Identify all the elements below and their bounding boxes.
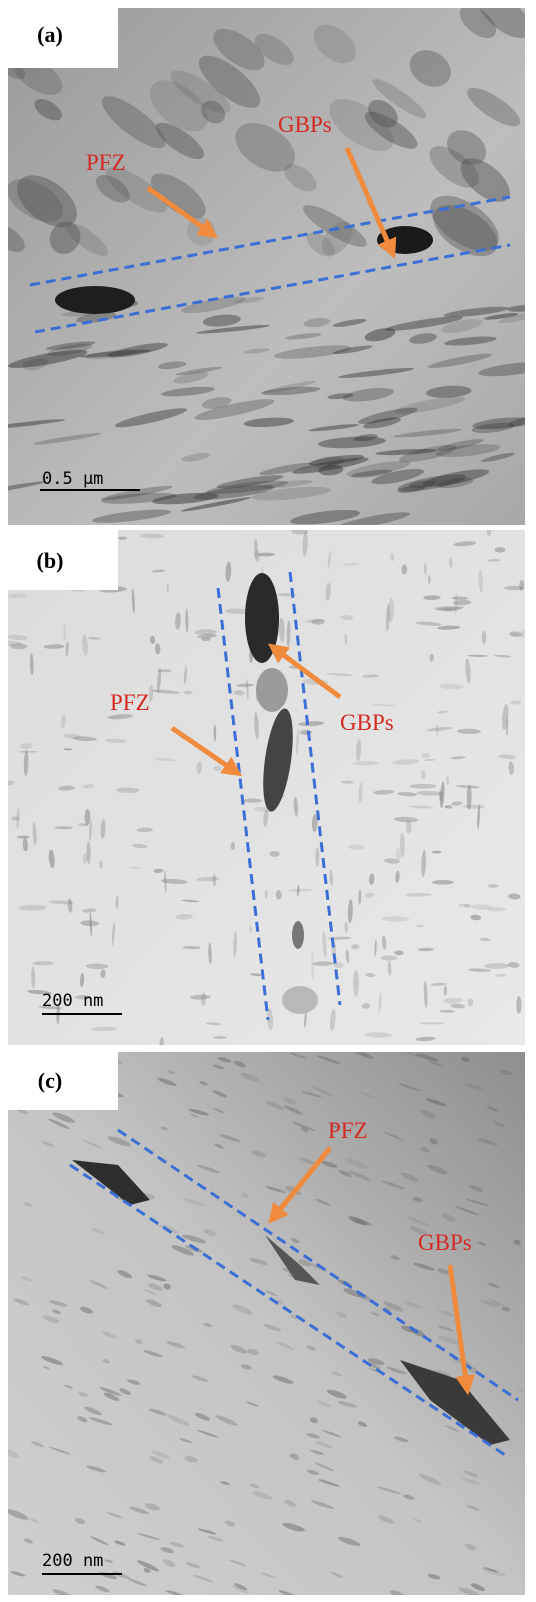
texture-spot (244, 798, 262, 802)
texture-spot (167, 583, 169, 593)
annotation: GBPs (340, 710, 394, 735)
label-box (8, 1052, 118, 1110)
particle (292, 921, 304, 949)
label-box (8, 8, 118, 68)
annotation: GBPs (418, 1230, 472, 1255)
annotation: PFZ (328, 1118, 368, 1143)
scale-label: 200 nm (42, 1551, 103, 1571)
annotation: PFZ (110, 690, 150, 715)
scale-label: 200 nm (42, 991, 103, 1011)
particle (282, 986, 318, 1014)
figure: (a) PFZ GBPs 0.5 μm (b) PFZ GBPs 200 nm … (0, 0, 536, 1602)
scale-label: 0.5 μm (42, 469, 103, 489)
annotation: PFZ (86, 150, 126, 175)
panel-a: (a) PFZ GBPs 0.5 μm (0, 0, 536, 532)
texture-spot (265, 890, 268, 898)
annotation: GBPs (278, 112, 332, 137)
panel-label: (b) (37, 548, 64, 573)
panel-label: (a) (37, 22, 63, 47)
texture-spot (315, 848, 319, 867)
panel-label: (c) (38, 1068, 62, 1093)
panel-c: (c) PFZ GBPs 200 nm (0, 1048, 531, 1601)
micrograph (8, 1052, 525, 1595)
particle (256, 668, 288, 712)
particle (55, 286, 135, 314)
texture-spot (353, 970, 359, 996)
texture-spot (464, 904, 472, 908)
texture-spot (420, 1022, 446, 1024)
panel-b: (b) PFZ GBPs 200 nm (0, 528, 525, 1050)
texture-spot (409, 784, 437, 789)
